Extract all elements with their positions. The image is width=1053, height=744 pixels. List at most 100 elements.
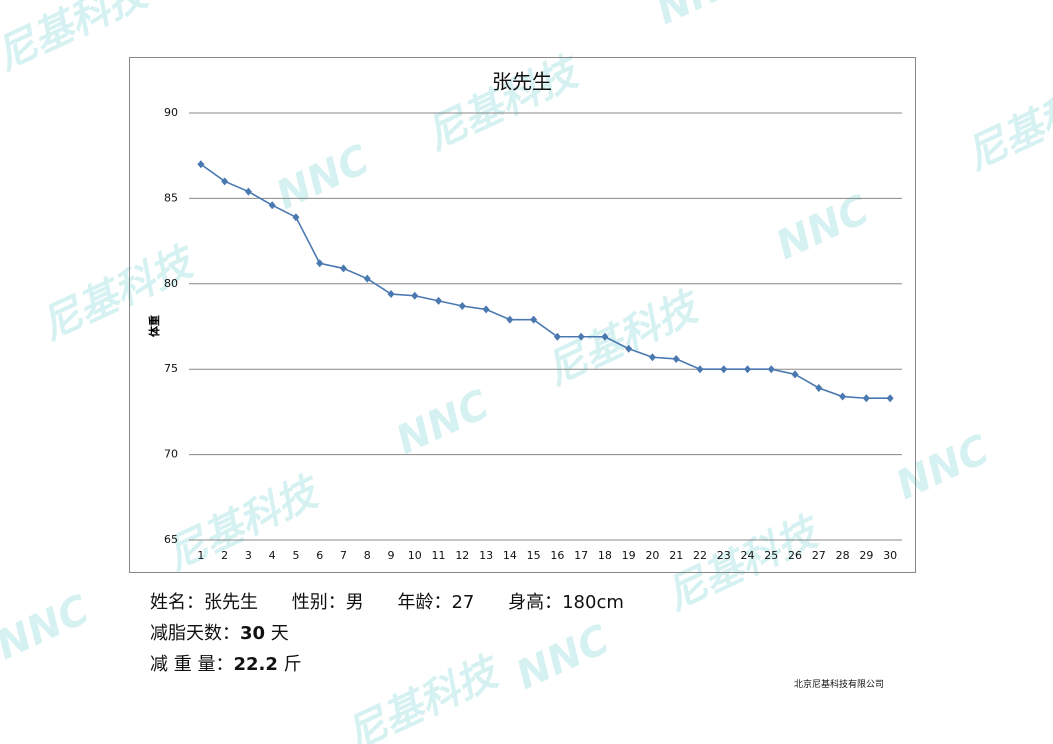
data-point xyxy=(815,383,823,392)
data-point xyxy=(839,392,847,401)
watermark: NNC xyxy=(0,587,96,669)
x-tick-label: 13 xyxy=(479,549,493,562)
data-point xyxy=(553,332,561,341)
watermark: NNC xyxy=(769,187,876,269)
watermark: 尼基科技 xyxy=(0,0,158,79)
y-tick-label: 65 xyxy=(164,533,178,546)
x-tick-label: 18 xyxy=(598,549,612,562)
watermark: NNC xyxy=(389,382,496,464)
watermark: NNC xyxy=(649,0,756,34)
data-point xyxy=(244,187,252,196)
data-point xyxy=(530,315,538,324)
x-tick-label: 22 xyxy=(693,549,707,562)
x-tick-label: 1 xyxy=(197,549,204,562)
x-tick-label: 6 xyxy=(316,549,323,562)
data-point xyxy=(767,365,775,374)
x-tick-label: 16 xyxy=(550,549,564,562)
data-point xyxy=(316,259,324,268)
data-point xyxy=(886,394,894,403)
y-tick-label: 90 xyxy=(164,106,178,119)
data-point xyxy=(482,305,490,314)
data-point xyxy=(197,160,205,169)
label: 年龄： xyxy=(397,592,452,613)
data-point xyxy=(292,213,300,222)
watermark: NNC xyxy=(509,617,616,699)
x-tick-label: 3 xyxy=(245,549,252,562)
x-tick-label: 11 xyxy=(432,549,446,562)
x-tick-label: 15 xyxy=(527,549,541,562)
data-point xyxy=(363,274,371,283)
data-point xyxy=(648,353,656,362)
chart-title: 张先生 xyxy=(492,70,552,94)
value: 180cm xyxy=(562,592,624,613)
x-tick-label: 29 xyxy=(859,549,873,562)
data-point xyxy=(221,177,229,186)
y-axis-label: 体重 xyxy=(147,315,161,337)
x-tick-label: 8 xyxy=(364,549,371,562)
y-tick-label: 75 xyxy=(164,362,178,375)
y-tick-label: 80 xyxy=(164,277,178,290)
y-tick-label: 70 xyxy=(164,448,178,461)
x-tick-label: 7 xyxy=(340,549,347,562)
watermark: 尼基科技 xyxy=(419,48,588,159)
value: 30 xyxy=(240,623,266,644)
x-tick-label: 10 xyxy=(408,549,422,562)
x-tick-label: 27 xyxy=(812,549,826,562)
value: 男 xyxy=(345,592,364,613)
watermark: NNC xyxy=(269,137,376,219)
data-point xyxy=(458,302,466,311)
x-tick-label: 21 xyxy=(669,549,683,562)
data-point xyxy=(744,365,752,374)
label: 身高： xyxy=(508,592,563,613)
data-point xyxy=(411,291,419,300)
label: 姓名： xyxy=(150,592,204,613)
x-tick-label: 5 xyxy=(292,549,299,562)
series-line xyxy=(200,163,891,400)
data-point xyxy=(577,332,585,341)
watermark: 尼基科技 xyxy=(34,238,203,349)
info-line: 姓名：张先生 性别：男 年龄：27 身高：180cm xyxy=(150,588,624,614)
x-tick-label: 17 xyxy=(574,549,588,562)
y-tick-label: 85 xyxy=(164,191,178,204)
data-point xyxy=(791,370,799,379)
x-tick-label: 9 xyxy=(388,549,395,562)
data-point xyxy=(435,296,443,305)
x-tick-label: 12 xyxy=(455,549,469,562)
value: 张先生 xyxy=(204,592,258,613)
footer: 北京尼基科技有限公司 xyxy=(794,680,885,690)
x-tick-label: 23 xyxy=(717,549,731,562)
x-tick-label: 4 xyxy=(269,549,276,562)
data-point xyxy=(339,264,347,273)
data-point xyxy=(862,394,870,403)
value: 22.2 xyxy=(233,654,278,675)
value: 27 xyxy=(451,592,475,613)
x-tick-label: 24 xyxy=(741,549,755,562)
info-line: 减脂天数：30 天 xyxy=(150,619,289,645)
x-tick-label: 19 xyxy=(622,549,636,562)
label: 减脂天数： xyxy=(150,623,240,644)
x-tick-label: 26 xyxy=(788,549,802,562)
data-point xyxy=(720,365,728,374)
watermark: 尼基科技 xyxy=(159,468,328,579)
x-tick-label: 30 xyxy=(883,549,897,562)
x-tick-label: 14 xyxy=(503,549,517,562)
watermark: 尼基科技 xyxy=(659,508,828,619)
info-line: 减 重 量：22.2 斤 xyxy=(150,650,302,676)
unit: 天 xyxy=(270,623,289,644)
data-point xyxy=(601,332,609,341)
unit: 斤 xyxy=(283,654,302,675)
data-point xyxy=(387,290,395,299)
x-tick-label: 28 xyxy=(836,549,850,562)
data-point xyxy=(696,365,704,374)
label: 性别： xyxy=(291,592,346,613)
data-point xyxy=(625,344,633,353)
watermark: 尼基科技 xyxy=(959,68,1053,179)
watermark: 尼基科技 xyxy=(539,283,708,394)
watermark: 尼基科技 xyxy=(339,648,508,744)
data-point xyxy=(672,354,680,363)
x-tick-label: 2 xyxy=(221,549,228,562)
label: 减 重 量： xyxy=(150,654,234,675)
chart-frame xyxy=(129,57,916,573)
